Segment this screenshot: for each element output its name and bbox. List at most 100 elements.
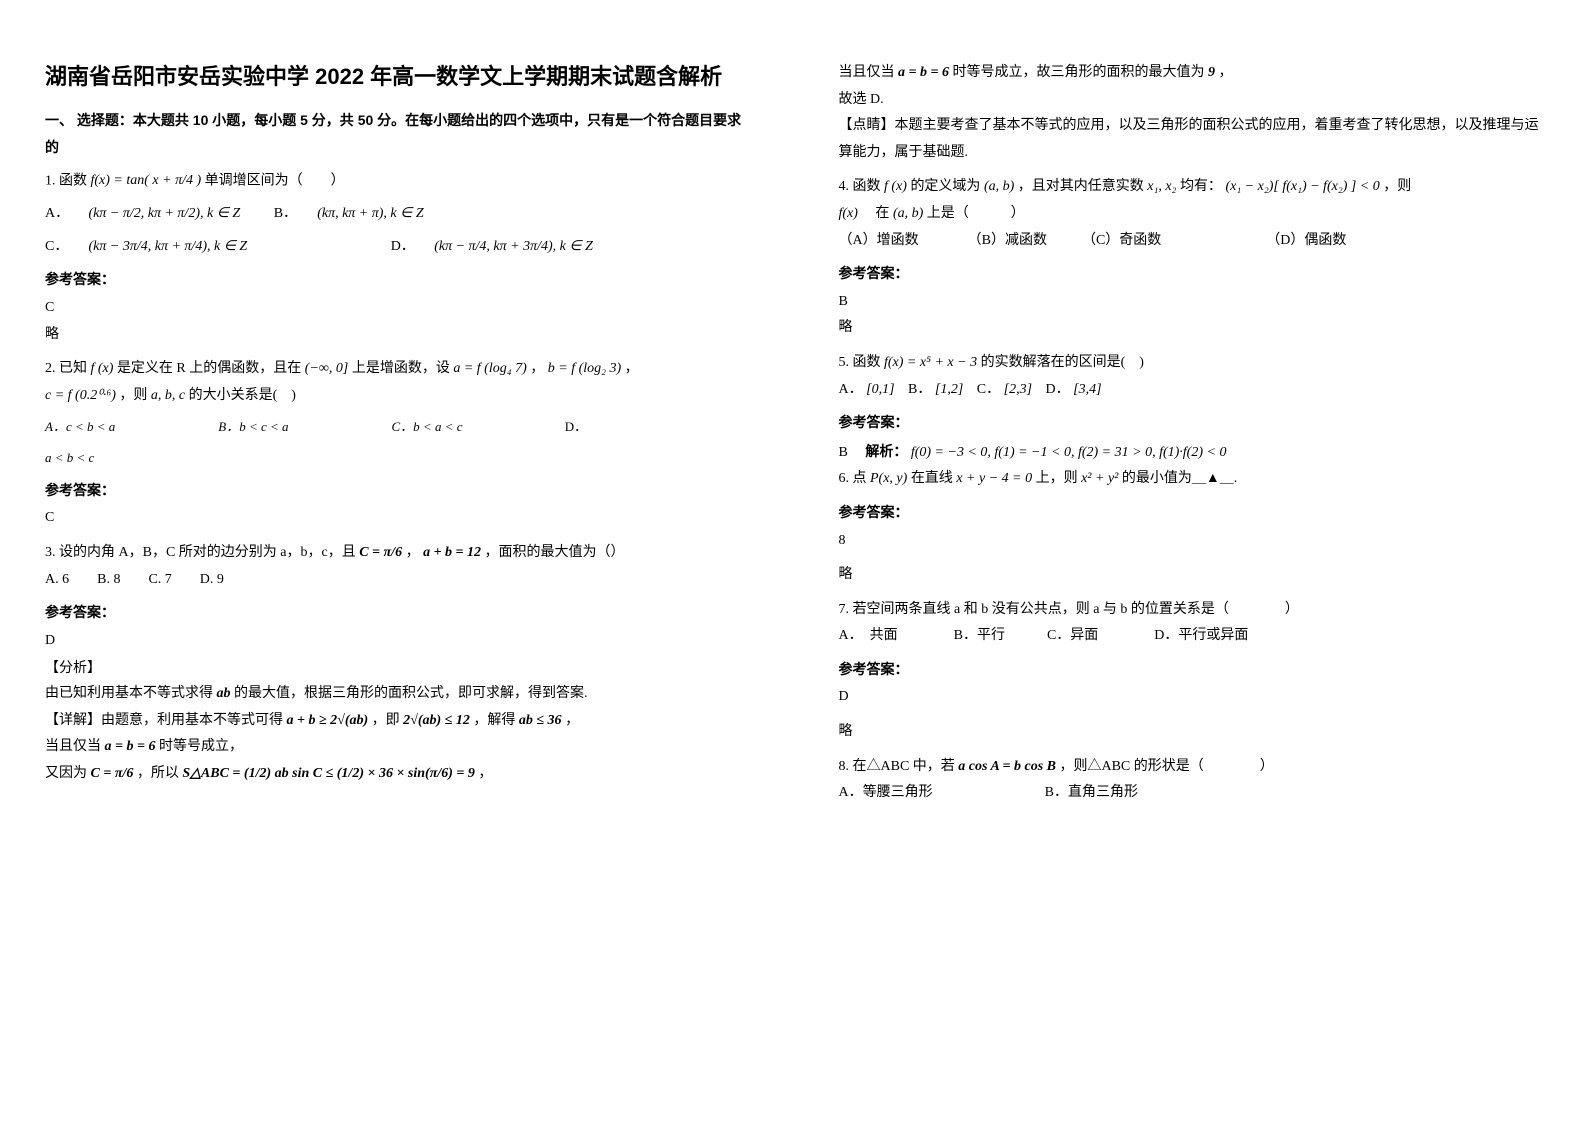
q1-a: (kπ − π/2, kπ + π/2), k ∈ Z (89, 206, 241, 221)
q7-extra: 略 (839, 719, 1543, 746)
c2-l1: 当且仅当 a = b = 6 时等号成立，故三角形的面积的最大值为 9 ， (839, 60, 1543, 87)
q7-stem: 7. 若空间两条直线 a 和 b 没有公共点，则 a 与 b 的位置关系是（ ） (839, 597, 1543, 624)
q1-suffix: 单调增区间为（ ） (205, 174, 345, 189)
q3-line1b: ab (217, 686, 231, 701)
q4-line2: f(x) 在 (a, b) 上是（ ） (839, 201, 1543, 228)
q5-oc: C． (977, 382, 1000, 397)
q6-stem: 6. 点 P(x, y) 在直线 x + y − 4 = 0 上，则 x² + … (839, 466, 1543, 493)
q3-tag2a: 【详解】由题意，利用基本不等式可得 (45, 713, 283, 728)
q2-a: 2. 已知 (45, 361, 87, 376)
page: 湖南省岳阳市安岳实验中学 2022 年高一数学文上学期期末试题含解析 一、 选择… (0, 0, 1587, 1122)
q4-d: (a, b) (984, 179, 1014, 194)
q6-c: 在直线 (911, 471, 953, 486)
q4-h: (x₁ − x₂)[ f(x₁) − f(x₂) ] < 0 (1225, 179, 1379, 194)
q6-a: 6. 点 (839, 471, 867, 486)
q2-optC: C．b < a < c (392, 415, 562, 440)
page-title: 湖南省岳阳市安岳实验中学 2022 年高一数学文上学期期末试题含解析 (45, 60, 749, 93)
q5-oa: A． (839, 382, 863, 397)
q1-a-label: A． (45, 201, 85, 228)
q1-d-label: D． (391, 234, 431, 261)
q3-line1c: 的最大值，根据三角形的面积公式，即可求解，得到答案. (234, 686, 588, 701)
q3-tag2d: 2√(ab) ≤ 12 (403, 713, 470, 728)
c2-l3: 【点睛】本题主要考查了基本不等式的应用，以及三角形的面积公式的应用，着重考查了转… (839, 113, 1543, 166)
q6-b: P(x, y) (870, 471, 907, 486)
q4-l2a: f(x) (839, 206, 858, 221)
q5-ans-b: 解析： (865, 443, 907, 459)
q8-a: 8. 在△ABC 中，若 (839, 759, 955, 774)
q4-extra: 略 (839, 315, 1543, 342)
q8-stem: 8. 在△ABC 中，若 a cos A = b cos B ，则△ABC 的形… (839, 754, 1543, 781)
q4-l2c: (a, b) (893, 206, 923, 221)
q2-d: (−∞, 0] (305, 361, 349, 376)
q1-extra: 略 (45, 322, 749, 349)
q5-ans-label: 参考答案： (839, 409, 1543, 436)
q3-tag2c: ，即 (372, 713, 400, 728)
q4-l2d: 上是（ ） (927, 206, 1025, 221)
q7-ans-label: 参考答案： (839, 656, 1543, 683)
q2-l2d: 的大小关系是( ) (189, 388, 296, 403)
c2-l1c: 时等号成立，故三角形的面积的最大值为 (952, 65, 1204, 80)
q3-tag2g: ， (565, 713, 579, 728)
q5-od: D． (1046, 382, 1070, 397)
q8-b: a cos A = b cos B (958, 759, 1056, 774)
q8-c: ，则△ABC 的形状是（ ） (1059, 759, 1273, 774)
q6-e: 上，则 (1036, 471, 1078, 486)
q2-e: 上是增函数，设 (352, 361, 450, 376)
q2-ans-label: 参考答案： (45, 477, 749, 504)
q1-prefix: 1. 函数 (45, 174, 87, 189)
q3-b: C = π/6 (359, 545, 402, 560)
right-column: 当且仅当 a = b = 6 时等号成立，故三角形的面积的最大值为 9 ， 故选… (794, 0, 1587, 1122)
q4-c: 的定义域为 (910, 179, 980, 194)
c2-l1a: 当且仅当 (839, 65, 895, 80)
c2-l1b: a = b = 6 (898, 65, 949, 80)
q3-a: 3. 设的内角 A，B，C 所对的边分别为 a，b，c，且 (45, 545, 356, 560)
q2-stem-line2: c = f (0.2⁰·⁶) ，则 a, b, c 的大小关系是( ) (45, 383, 749, 410)
q2-l2c: a, b, c (151, 388, 185, 403)
q4-f: x₁, x₂ (1147, 179, 1176, 194)
q1-stem: 1. 函数 f(x) = tan( x + π/4 ) 单调增区间为（ ） (45, 168, 749, 195)
q5-od2: [3,4] (1073, 382, 1101, 397)
q4-opts: （A）增函数 （B）减函数 （C）奇函数 （D）偶函数 (839, 228, 1543, 255)
left-column: 湖南省岳阳市安岳实验中学 2022 年高一数学文上学期期末试题含解析 一、 选择… (0, 0, 794, 1122)
q1-math: f(x) = tan( x + π/4 ) (91, 168, 202, 195)
q6-ans-label: 参考答案： (839, 499, 1543, 526)
q3-line4e: ， (478, 766, 492, 781)
q5-oa2: [0,1] (866, 382, 894, 397)
q5-b: f(x) = x⁵ + x − 3 (884, 355, 977, 370)
q5-ob2: [1,2] (935, 382, 963, 397)
q1-d: (kπ − π/4, kπ + 3π/4), k ∈ Z (434, 239, 593, 254)
q3-line4: 又因为 C = π/6 ，所以 S△ABC = (1/2) ab sin C ≤… (45, 761, 749, 788)
q4-l2b: 在 (861, 206, 889, 221)
q6-d: x + y − 4 = 0 (956, 471, 1032, 486)
q4-ans: B (839, 289, 1543, 316)
q2-h: b = f (log₂ 3) (548, 361, 621, 376)
q3-tag2f: ab ≤ 36 (519, 713, 562, 728)
q6-ans: 8 (839, 528, 1543, 555)
q3-line4a: 又因为 (45, 766, 87, 781)
q3-line2: 【详解】由题意，利用基本不等式可得 a + b ≥ 2√(ab) ，即 2√(a… (45, 708, 749, 735)
q1-ans-label: 参考答案： (45, 266, 749, 293)
c2-l1e: ， (1218, 65, 1232, 80)
c2-l2: 故选 D. (839, 87, 1543, 114)
q2-g: ， (530, 361, 544, 376)
q1-row2: C． (kπ − 3π/4, kπ + π/4), k ∈ Z D． (kπ −… (45, 234, 749, 261)
q4-a: 4. 函数 (839, 179, 881, 194)
q4-b: f (x) (884, 179, 907, 194)
q7-opts: A． 共面 B．平行 C．异面 D．平行或异面 (839, 623, 1543, 650)
q6-g: 的最小值为＿▲＿. (1122, 471, 1237, 486)
q3-line1: 由已知利用基本不等式求得 ab 的最大值，根据三角形的面积公式，即可求解，得到答… (45, 681, 749, 708)
q5-ans-row: B 解析： f(0) = −3 < 0, f(1) = −1 < 0, f(2)… (839, 438, 1543, 467)
q1-b: (kπ, kπ + π), k ∈ Z (317, 206, 423, 221)
q3-line4d: S△ABC = (1/2) ab sin C ≤ (1/2) × 36 × si… (182, 766, 475, 781)
q2-optD2: a < b < c (45, 446, 749, 471)
q2-f: a = f (log₄ 7) (453, 361, 526, 376)
q3-line3a: 当且仅当 (45, 739, 101, 754)
q5-ans-c: f(0) = −3 < 0, f(1) = −1 < 0, f(2) = 31 … (911, 445, 1227, 460)
q3-line4b: C = π/6 (91, 766, 134, 781)
q3-opts: A. 6 B. 8 C. 7 D. 9 (45, 567, 749, 594)
q3-line3: 当且仅当 a = b = 6 时等号成立， (45, 734, 749, 761)
q3-line3c: 时等号成立， (159, 739, 243, 754)
q3-tag1: 【分析】 (45, 654, 749, 681)
q5-ob: B． (908, 382, 931, 397)
q2-opts: A．c < b < a B．b < c < a C．b < a < c D． (45, 415, 749, 440)
